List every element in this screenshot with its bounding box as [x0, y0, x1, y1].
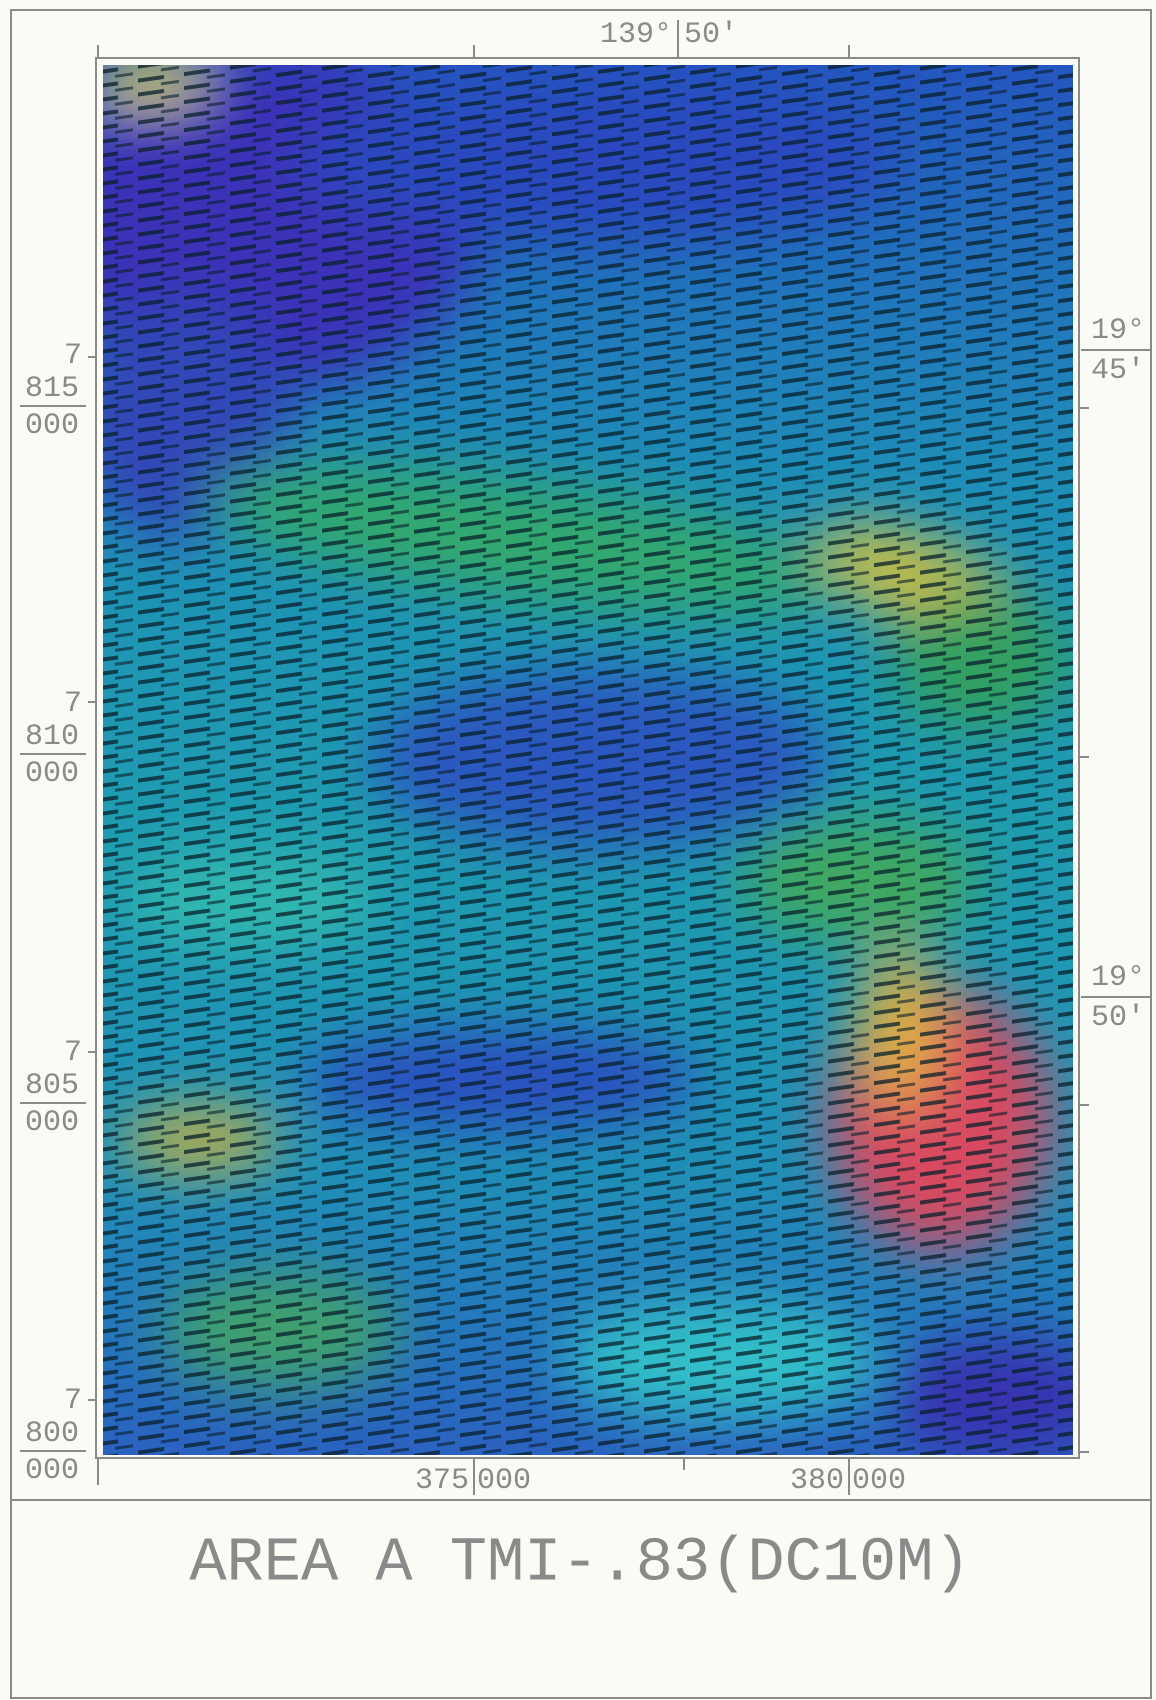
top-degrees: 139° — [600, 18, 672, 52]
northing-main: 815 — [25, 372, 79, 406]
easting-sub: 000 — [477, 1464, 531, 1498]
northing-sub: 000 — [25, 1454, 79, 1488]
latitude-minutes: 45' — [1091, 354, 1145, 388]
northing-sub: 000 — [25, 1106, 79, 1140]
easting-sub: 000 — [852, 1464, 906, 1498]
northing-main: 805 — [25, 1069, 79, 1103]
latitude-minutes: 50' — [1091, 1001, 1145, 1035]
map-title: AREA A TMI-.83(DC10M) — [189, 1527, 970, 1598]
northing-prefix: 7 — [64, 1384, 82, 1418]
tmi-raster — [40, 50, 1110, 1460]
latitude-degrees: 19° — [1091, 314, 1145, 348]
northing-sub: 000 — [25, 409, 79, 443]
northing-prefix: 7 — [64, 687, 82, 721]
easting-main: 380 — [790, 1464, 844, 1498]
top-minutes: 50' — [684, 18, 738, 52]
northing-main: 800 — [25, 1417, 79, 1451]
northing-main: 810 — [25, 720, 79, 754]
easting-main: 375 — [415, 1464, 469, 1498]
map-sheet: 139° 50' AREA A TMI-.83(DC10M) 781500078… — [0, 0, 1156, 1700]
northing-prefix: 7 — [64, 339, 82, 373]
northing-prefix: 7 — [64, 1036, 82, 1070]
northing-sub: 000 — [25, 757, 79, 791]
latitude-degrees: 19° — [1091, 961, 1145, 995]
